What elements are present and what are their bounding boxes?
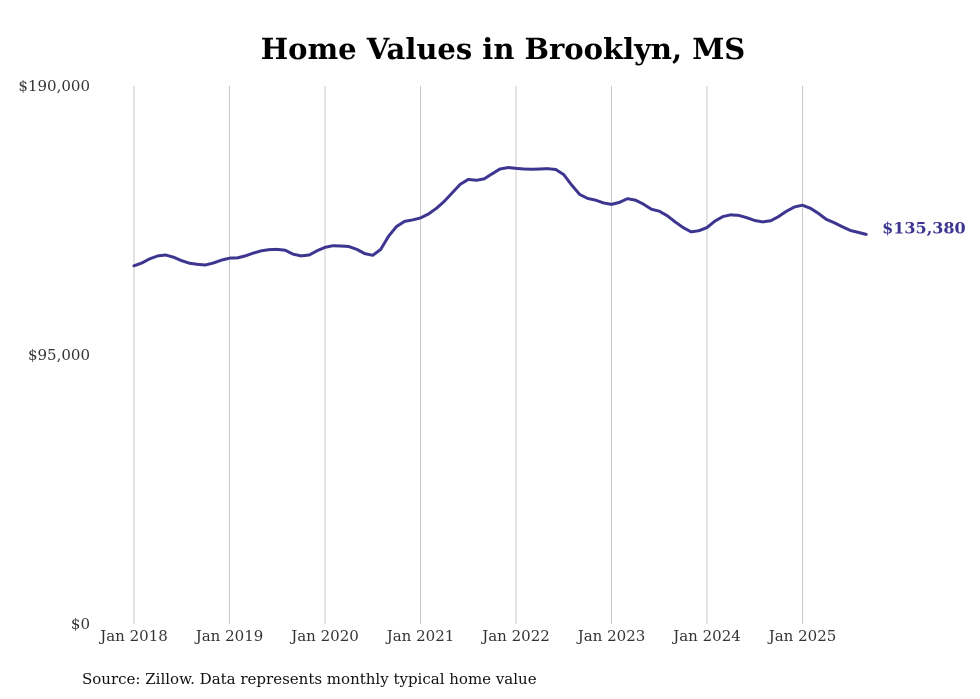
y-tick-label: $0 [71, 615, 90, 633]
x-tick-label: Jan 2019 [194, 627, 264, 645]
x-tick-label: Jan 2018 [98, 627, 168, 645]
x-tick-label: Jan 2023 [576, 627, 646, 645]
y-tick-label: $190,000 [18, 77, 90, 95]
x-tick-label: Jan 2024 [671, 627, 741, 645]
y-axis: $0 $95,000 $190,000 [18, 77, 90, 633]
x-tick-label: Jan 2020 [289, 627, 359, 645]
x-tick-label: Jan 2025 [767, 627, 837, 645]
x-axis: Jan 2018 Jan 2019 Jan 2020 Jan 2021 Jan 2022… [98, 627, 836, 645]
source-note: Source: Zillow. Data represents monthly … [82, 670, 537, 688]
x-tick-label: Jan 2021 [385, 627, 455, 645]
end-value-label: $135,380 [882, 218, 966, 237]
plot-area [132, 166, 868, 268]
gridlines [133, 86, 803, 624]
x-tick-label: Jan 2022 [480, 627, 550, 645]
y-tick-label: $95,000 [28, 346, 90, 364]
series-line [132, 166, 868, 268]
chart-title: Home Values in Brooklyn, MS [261, 32, 746, 66]
